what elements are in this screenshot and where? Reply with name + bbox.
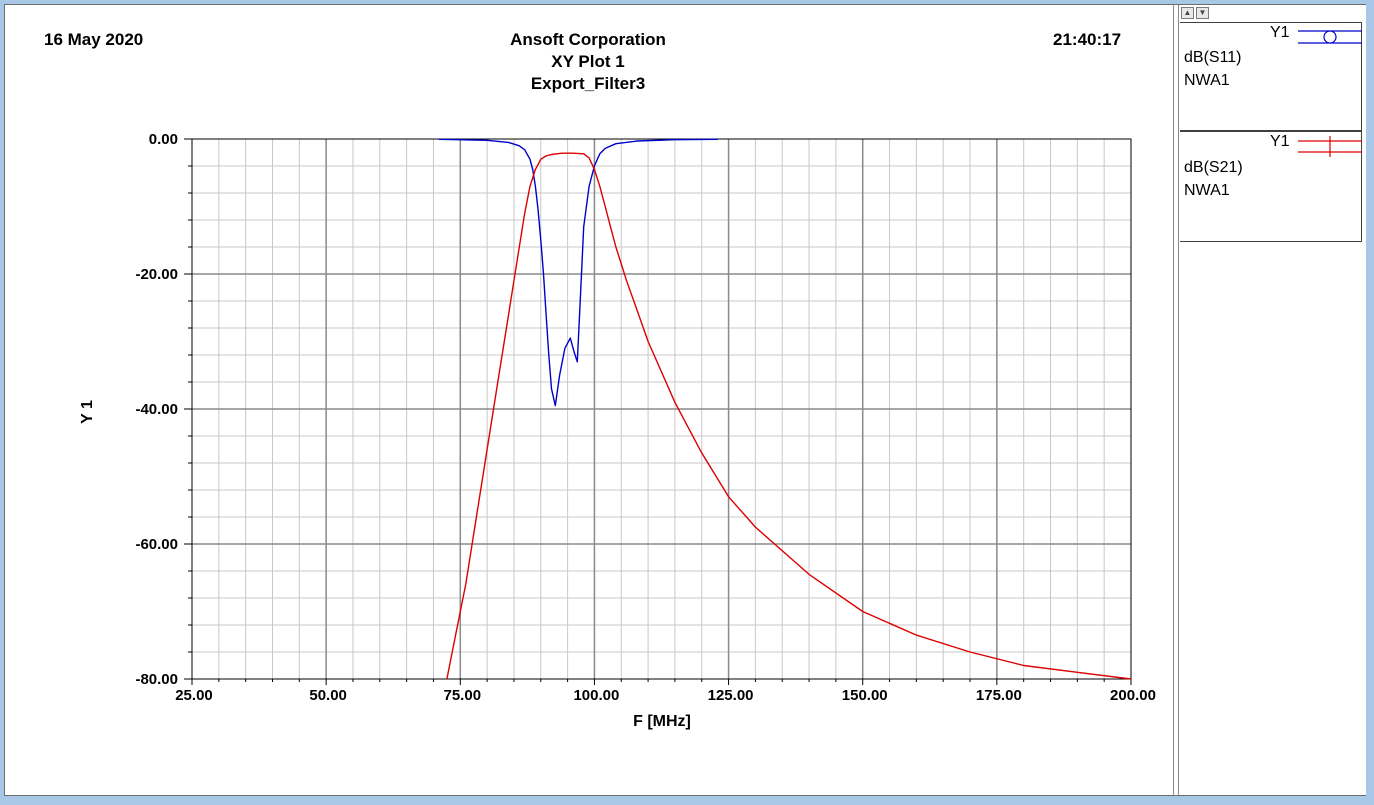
plot-area xyxy=(5,5,1173,795)
x-tick-label: 150.00 xyxy=(842,687,888,704)
design-name: Export_Filter3 xyxy=(530,74,646,93)
plot-time: 21:40:17 xyxy=(1053,30,1122,49)
legend-source-name: NWA1 xyxy=(1184,182,1230,199)
plot-name: XY Plot 1 xyxy=(551,52,625,71)
scroll-down-icon[interactable]: ▼ xyxy=(1196,7,1209,19)
legend-axis-label: Y1 xyxy=(1270,133,1290,150)
legend-trace-name: dB(S21) xyxy=(1184,159,1243,176)
y-tick-label: -40.00 xyxy=(135,401,178,418)
major-gridlines xyxy=(192,139,1131,679)
legend-entry-s11[interactable]: Y1 dB(S11) NWA1 xyxy=(1180,22,1362,131)
scroll-up-icon[interactable]: ▲ xyxy=(1181,7,1194,19)
y-tick-labels: 0.00 -20.00 -40.00 -60.00 -80.00 xyxy=(135,131,178,688)
series-line-dbs11 xyxy=(438,138,718,407)
legend-source-name: NWA1 xyxy=(1184,72,1230,89)
legend-entry-s21[interactable]: Y1 dB(S21) NWA1 xyxy=(1180,131,1362,242)
x-tick-label: 50.00 xyxy=(309,687,347,704)
x-tick-label: 25.00 xyxy=(175,687,213,704)
y-tick-label: -80.00 xyxy=(135,671,178,688)
legend-line-circle-icon xyxy=(1298,30,1362,44)
series-line-dbs21 xyxy=(446,152,1132,680)
x-axis-title: F [MHz] xyxy=(633,713,691,730)
legend-scroll-buttons: ▲ ▼ xyxy=(1181,7,1211,20)
x-tick-label: 200.00 xyxy=(1110,687,1156,704)
legend-line-cross-icon xyxy=(1298,136,1362,157)
x-tick-label: 175.00 xyxy=(976,687,1022,704)
panel-divider[interactable] xyxy=(1173,5,1179,795)
y-axis-title: Y 1 xyxy=(79,400,96,424)
plot-date: 16 May 2020 xyxy=(44,30,144,49)
series-layer xyxy=(438,138,1132,680)
company-name: Ansoft Corporation xyxy=(510,30,666,49)
x-tick-label: 75.00 xyxy=(444,687,482,704)
y-tick-label: -20.00 xyxy=(135,266,178,283)
y-tick-label: 0.00 xyxy=(149,131,178,148)
legend-axis-label: Y1 xyxy=(1270,24,1290,41)
plot-title-block: Ansoft Corporation XY Plot 1 Export_Filt… xyxy=(440,29,736,95)
x-tick-label: 100.00 xyxy=(573,687,619,704)
x-tick-label: 125.00 xyxy=(708,687,754,704)
axis-ticks xyxy=(184,138,1132,685)
y-tick-label: -60.00 xyxy=(135,536,178,553)
legend-trace-name: dB(S11) xyxy=(1184,49,1242,66)
x-tick-labels: 25.00 50.00 75.00 100.00 125.00 150.00 175.00 2… xyxy=(175,687,1156,704)
